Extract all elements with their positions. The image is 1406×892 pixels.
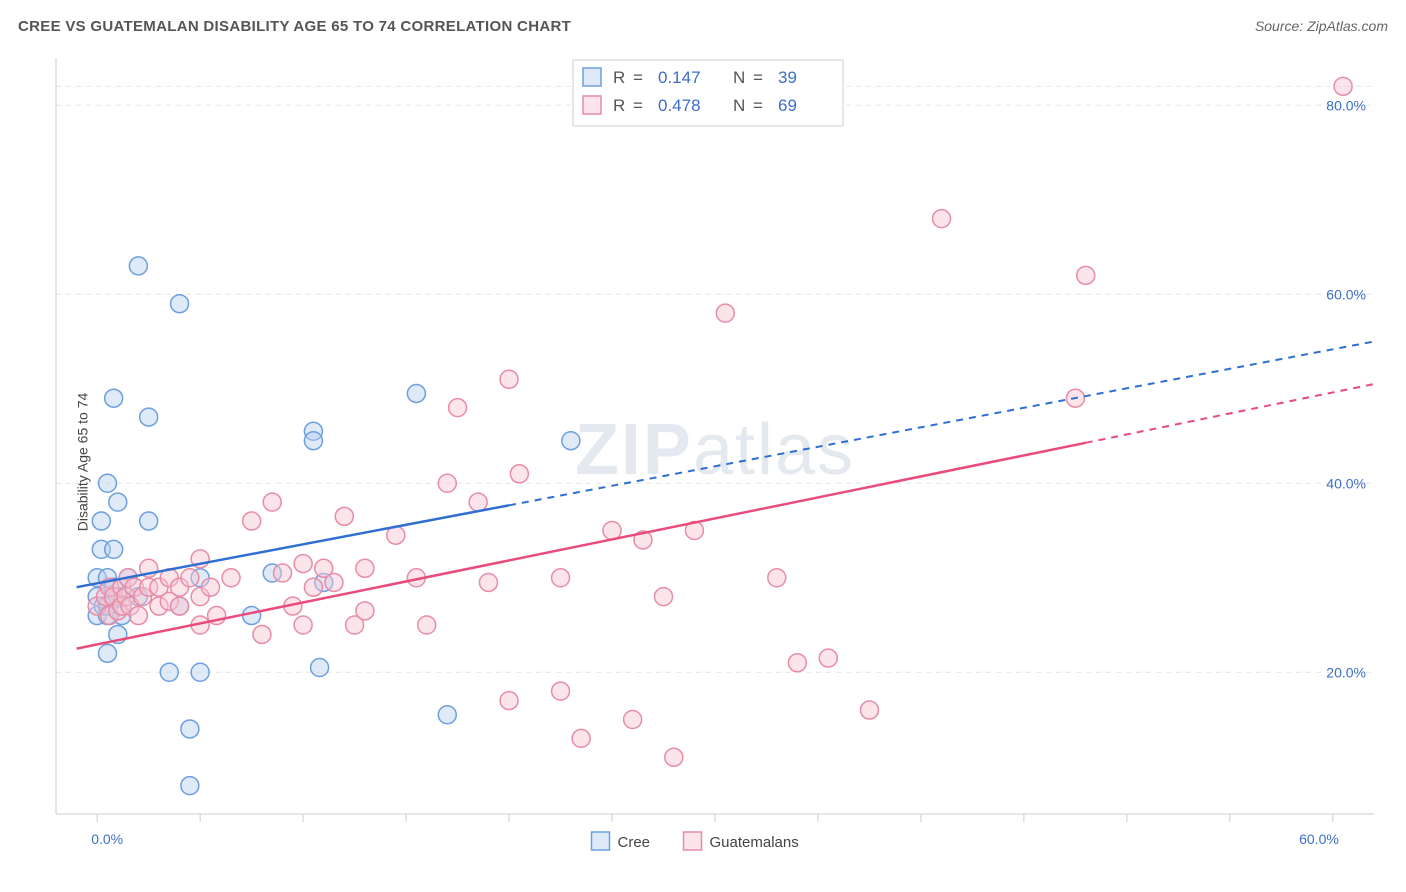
legend-swatch-guatemalans [684,832,702,850]
stats-n-value-cree: 39 [778,68,797,87]
data-point-guatemalans [243,512,261,530]
data-point-guatemalans [572,729,590,747]
stats-r-label: R [613,68,625,87]
data-point-guatemalans [603,522,621,540]
data-point-guatemalans [449,399,467,417]
data-point-guatemalans [768,569,786,587]
data-point-guatemalans [438,474,456,492]
stats-n-label: N [733,68,745,87]
data-point-guatemalans [418,616,436,634]
y-tick-label: 60.0% [1326,286,1366,302]
data-point-cree [243,607,261,625]
data-point-cree [160,663,178,681]
data-point-guatemalans [665,748,683,766]
data-point-guatemalans [655,588,673,606]
correlation-scatter-chart: 20.0% 40.0% 60.0% 80.0% ZIPatlas 0.0% 60.0% R = 0… [18,50,1388,874]
data-point-guatemalans [274,564,292,582]
data-point-cree [311,659,329,677]
data-point-guatemalans [860,701,878,719]
stats-swatch-guatemalans [583,96,601,114]
data-point-cree [105,540,123,558]
svg-text:=: = [633,96,643,115]
data-point-guatemalans [1334,77,1352,95]
svg-text:=: = [633,68,643,87]
y-tick-label: 20.0% [1326,664,1366,680]
x-tick-label: 0.0% [91,831,123,847]
data-point-guatemalans [500,370,518,388]
y-tick-label: 80.0% [1326,97,1366,113]
data-point-guatemalans [263,493,281,511]
data-point-guatemalans [356,559,374,577]
data-point-guatemalans [788,654,806,672]
data-point-cree [191,663,209,681]
stats-n-label: N [733,96,745,115]
data-point-cree [140,408,158,426]
data-point-cree [181,777,199,795]
source-label: Source: ZipAtlas.com [1255,18,1388,34]
legend-swatch-cree [592,832,610,850]
stats-swatch-cree [583,68,601,86]
data-point-guatemalans [294,616,312,634]
data-point-guatemalans [933,210,951,228]
data-point-cree [98,474,116,492]
y-axis-label: Disability Age 65 to 74 [74,393,90,532]
data-point-guatemalans [469,493,487,511]
data-point-cree [304,432,322,450]
legend-label-guatemalans: Guatemalans [710,834,799,851]
stats-r-value-cree: 0.147 [658,68,701,87]
data-point-guatemalans [304,578,322,596]
svg-text:=: = [753,96,763,115]
data-point-guatemalans [500,692,518,710]
data-point-cree [109,493,127,511]
stats-r-label: R [613,96,625,115]
y-tick-label: 40.0% [1326,475,1366,491]
data-point-cree [129,257,147,275]
data-point-guatemalans [552,682,570,700]
data-point-guatemalans [716,304,734,322]
data-point-cree [105,389,123,407]
data-point-guatemalans [335,507,353,525]
data-point-guatemalans [222,569,240,587]
data-point-guatemalans [171,597,189,615]
data-point-cree [438,706,456,724]
data-point-guatemalans [479,573,497,591]
data-point-cree [407,384,425,402]
data-point-guatemalans [201,578,219,596]
x-tick-label: 60.0% [1299,831,1339,847]
data-point-cree [171,295,189,313]
legend-label-cree: Cree [618,834,651,851]
data-point-guatemalans [129,607,147,625]
data-point-cree [562,432,580,450]
data-point-guatemalans [325,573,343,591]
data-point-guatemalans [253,625,271,643]
stats-n-value-guatemalans: 69 [778,96,797,115]
data-point-guatemalans [181,569,199,587]
data-point-guatemalans [819,649,837,667]
data-point-guatemalans [1077,266,1095,284]
data-point-guatemalans [294,555,312,573]
data-point-guatemalans [356,602,374,620]
data-point-cree [181,720,199,738]
stats-r-value-guatemalans: 0.478 [658,96,701,115]
data-point-guatemalans [552,569,570,587]
svg-text:=: = [753,68,763,87]
chart-title: CREE VS GUATEMALAN DISABILITY AGE 65 TO … [18,18,571,35]
data-point-cree [140,512,158,530]
watermark: ZIPatlas [575,410,855,490]
data-point-cree [92,512,110,530]
data-point-cree [98,644,116,662]
data-point-guatemalans [624,711,642,729]
data-point-guatemalans [510,465,528,483]
